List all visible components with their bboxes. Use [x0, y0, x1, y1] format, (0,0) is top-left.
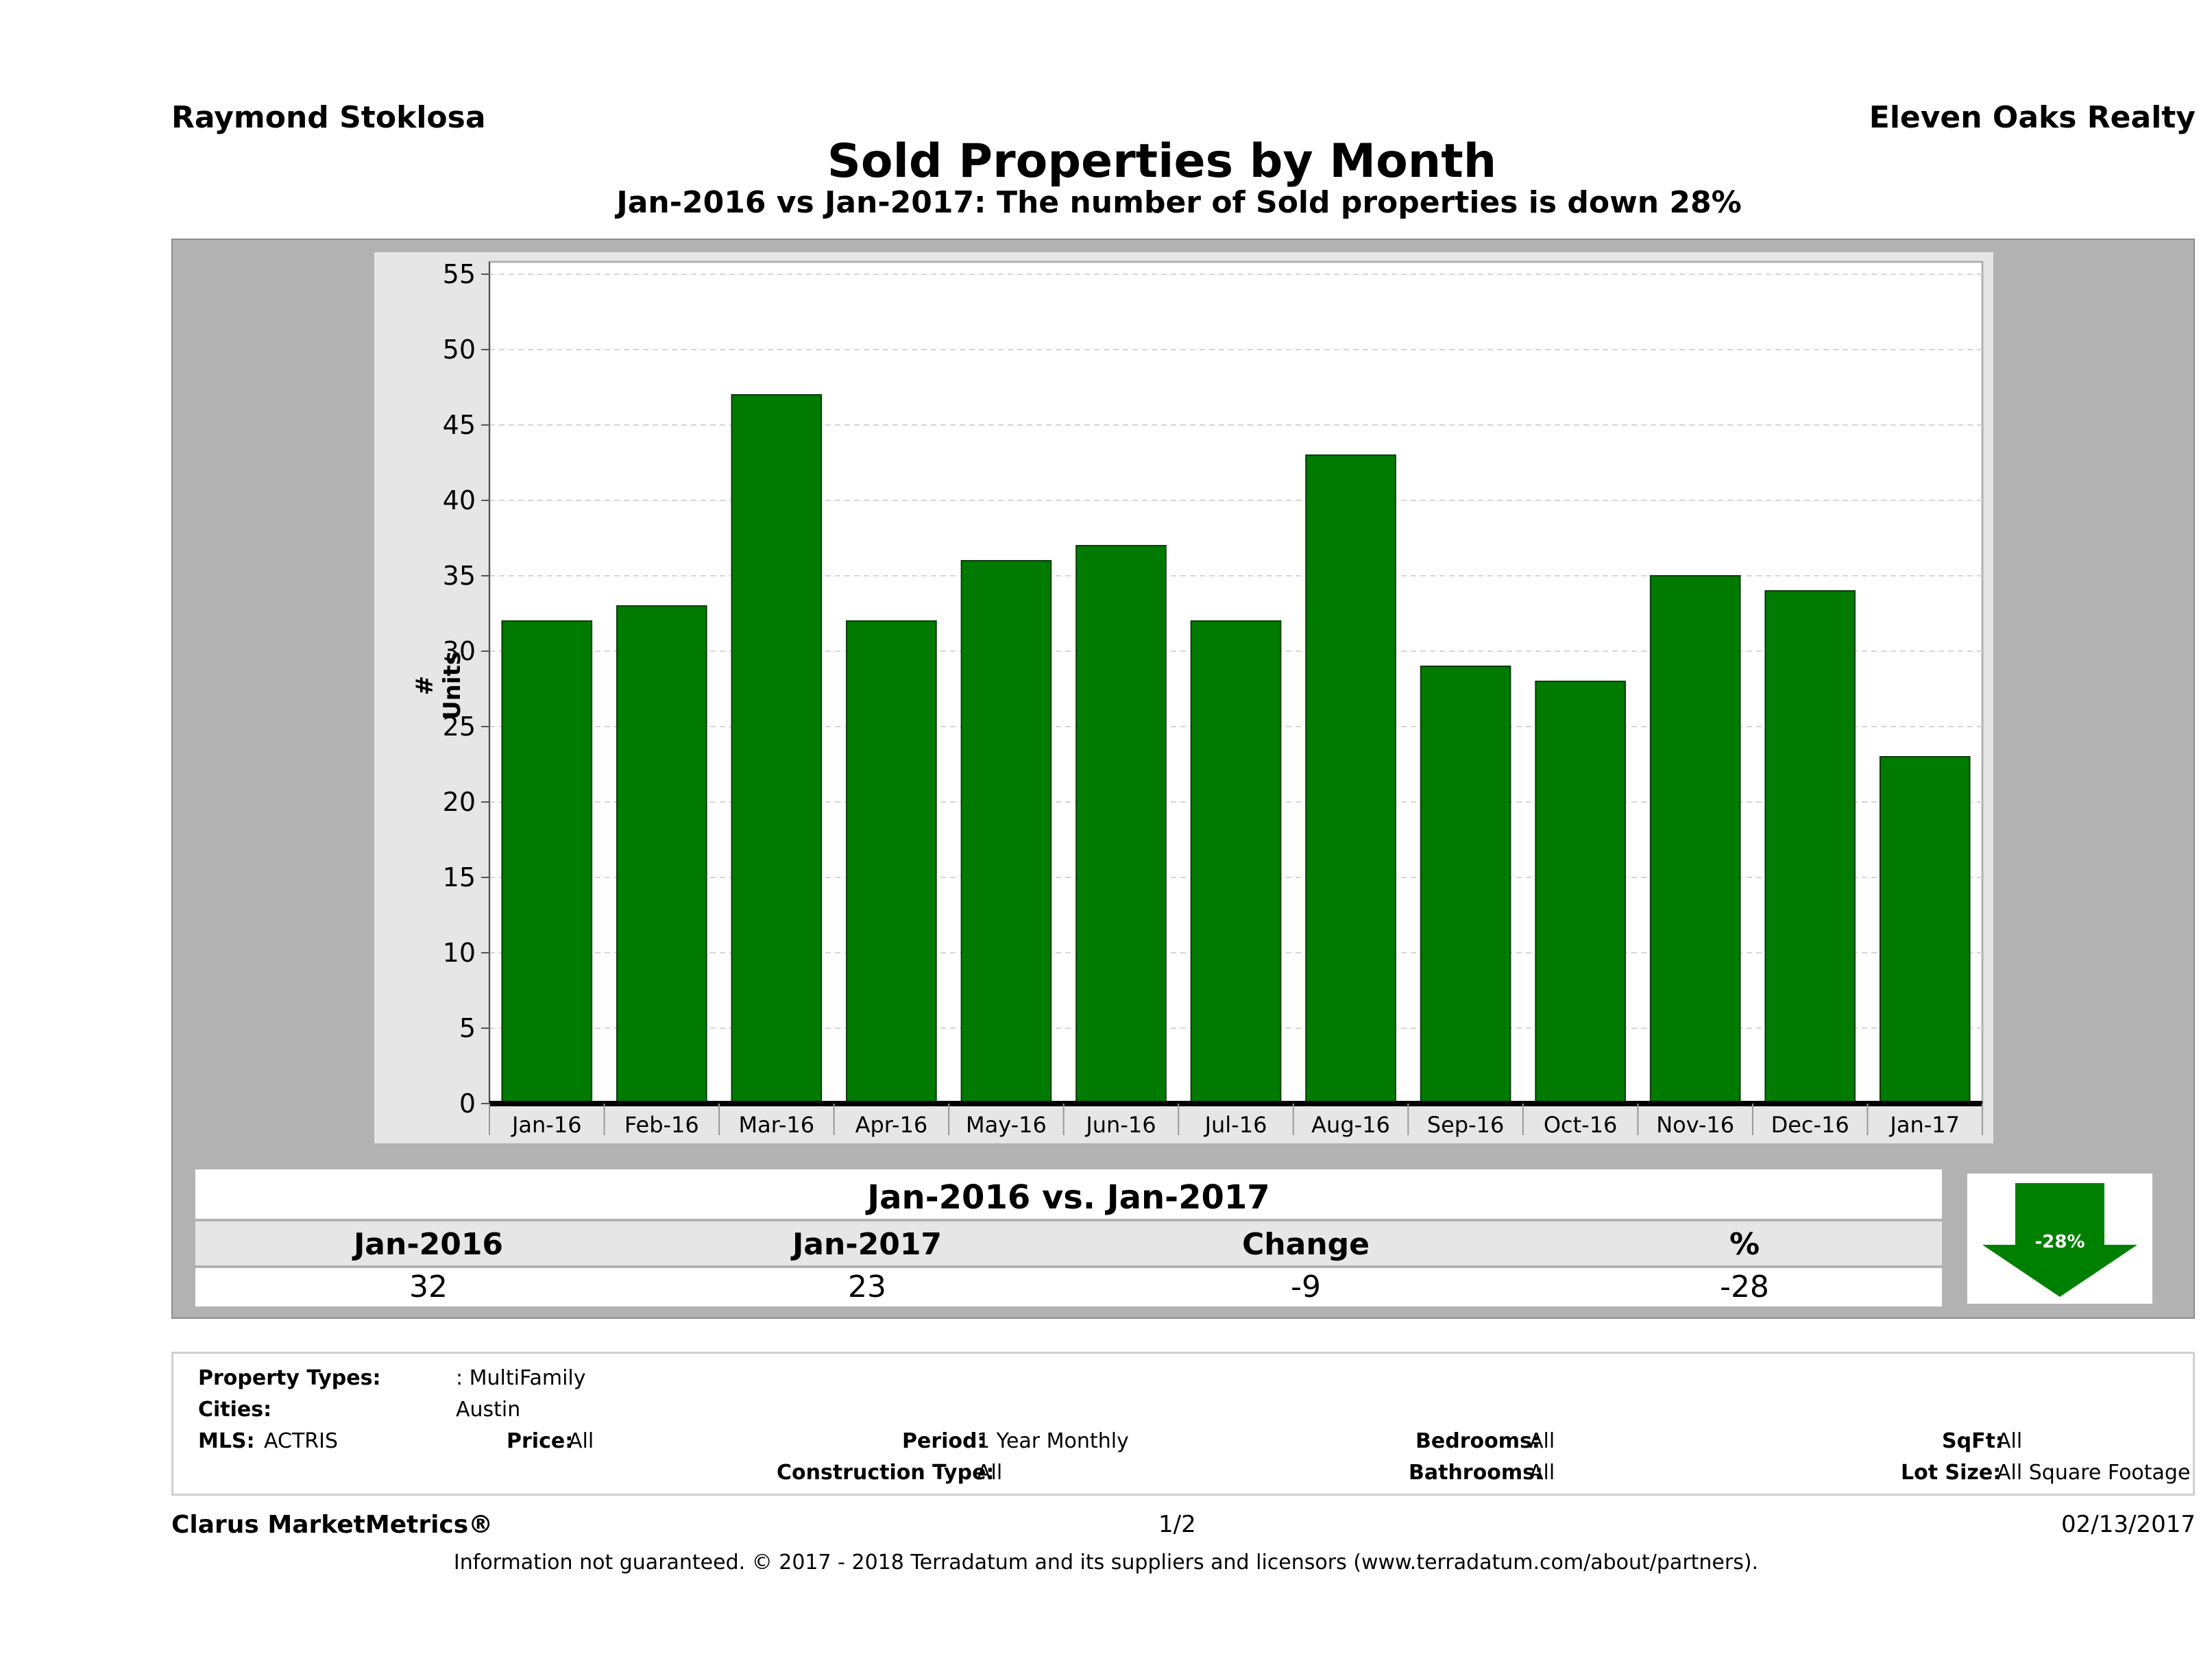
- bar: [1305, 454, 1396, 1104]
- y-tick-label: 20: [443, 787, 476, 817]
- y-tick-label: 10: [443, 938, 476, 968]
- y-axis-label: # Units: [411, 651, 466, 720]
- property-types-label: Property Types:: [198, 1366, 381, 1390]
- x-tick-label: Jul-16: [1204, 1112, 1267, 1138]
- bar-chart: 0 5 10 15 20 25 30 35 40 45 50 55 Jan-16 Feb-16 Mar-16…: [443, 259, 1984, 1138]
- price-value: All: [568, 1429, 594, 1453]
- report-date: 02/13/2017: [2061, 1511, 2196, 1538]
- y-tick-label: 50: [443, 335, 476, 365]
- x-tick-label: Sep-16: [1427, 1112, 1505, 1138]
- lot-size-value: All Square Footage: [1997, 1461, 2191, 1485]
- x-tick-label: Aug-16: [1311, 1112, 1390, 1138]
- down-arrow-icon: -28%: [1982, 1183, 2137, 1297]
- period-label: Period:: [902, 1429, 986, 1453]
- bedrooms-value: All: [1529, 1429, 1555, 1453]
- bar: [501, 620, 593, 1104]
- cities-value: Austin: [456, 1398, 521, 1422]
- sqft-label: SqFt:: [1942, 1429, 2004, 1453]
- bar: [1075, 545, 1167, 1104]
- period-value: 1 Year Monthly: [977, 1429, 1129, 1453]
- y-tick-label: 40: [443, 485, 476, 515]
- brokerage-name: Eleven Oaks Realty: [1869, 100, 2196, 135]
- footer-brand: Clarus MarketMetrics®: [171, 1511, 494, 1539]
- y-tick-label: 30: [443, 636, 476, 666]
- mls-label: MLS:: [198, 1429, 255, 1453]
- construction-type-value: All: [977, 1461, 1003, 1485]
- x-tick-label: May-16: [966, 1112, 1047, 1138]
- lot-size-label: Lot Size:: [1901, 1461, 2002, 1485]
- y-tick-label: 55: [443, 259, 476, 289]
- bar: [1764, 590, 1856, 1104]
- y-tick-label: 25: [443, 712, 476, 742]
- summary-table: Jan-2016 vs. Jan-2017 Jan-2016 Jan-2017 …: [182, 1169, 1945, 1306]
- summary-value-jan2017: 23: [848, 1269, 886, 1304]
- bar: [1190, 620, 1282, 1104]
- bathrooms-value: All: [1529, 1461, 1555, 1485]
- x-tick-label: Jan-16: [511, 1112, 582, 1138]
- bar: [1879, 756, 1971, 1104]
- disclaimer: Information not guaranteed. © 2017 - 201…: [453, 1551, 1759, 1574]
- bathrooms-label: Bathrooms:: [1409, 1461, 1543, 1485]
- mls-value: ACTRIS: [264, 1429, 339, 1453]
- bar: [1649, 575, 1741, 1104]
- x-tick-label: Feb-16: [624, 1112, 699, 1138]
- filter-panel: Property Types: : MultiFamily Cities: Au…: [171, 1352, 2195, 1496]
- x-tick-label: Apr-16: [855, 1112, 928, 1138]
- summary-value-row: 32 23 -9 -28: [195, 1268, 1942, 1306]
- summary-value-percent: -28: [1720, 1269, 1769, 1304]
- bar: [616, 605, 707, 1104]
- y-tick-label: 5: [459, 1013, 476, 1043]
- x-tick-label: Oct-16: [1544, 1112, 1618, 1138]
- page-number: 1/2: [1158, 1511, 1196, 1538]
- x-tick-label: Dec-16: [1771, 1112, 1849, 1138]
- y-tick-label: 15: [443, 862, 476, 892]
- summary-col-jan2016: Jan-2016: [353, 1227, 504, 1262]
- y-tick-label: 45: [443, 410, 476, 440]
- summary-col-change: Change: [1242, 1227, 1370, 1262]
- summary-col-percent: %: [1729, 1227, 1760, 1262]
- summary-col-jan2017: Jan-2017: [792, 1227, 943, 1262]
- summary-value-jan2016: 32: [409, 1269, 448, 1304]
- x-tick-label: Jan-17: [1888, 1112, 1960, 1138]
- summary-value-change: -9: [1291, 1269, 1321, 1304]
- bar: [731, 394, 823, 1104]
- y-tick-label: 35: [443, 561, 476, 591]
- x-tick-label: Jun-16: [1084, 1112, 1156, 1138]
- bar: [846, 620, 937, 1104]
- bar: [1535, 681, 1626, 1104]
- cities-label: Cities:: [198, 1398, 272, 1422]
- report-title: Sold Properties by Month: [827, 134, 1497, 189]
- summary-heading: Jan-2016 vs. Jan-2017: [195, 1169, 1942, 1219]
- bar: [1420, 666, 1511, 1104]
- bar: [960, 560, 1052, 1104]
- price-label: Price:: [507, 1429, 574, 1453]
- agent-name: Raymond Stoklosa: [171, 100, 486, 135]
- change-badge: -28%: [1967, 1174, 2152, 1304]
- construction-type-label: Construction Type:: [777, 1461, 995, 1485]
- report-subtitle: Jan-2016 vs Jan-2017: The number of Sold…: [616, 185, 1742, 220]
- x-tick-label: Nov-16: [1656, 1112, 1734, 1138]
- change-badge-label: -28%: [2034, 1232, 2085, 1252]
- bedrooms-label: Bedrooms:: [1415, 1429, 1540, 1453]
- property-types-value: : MultiFamily: [456, 1366, 586, 1390]
- y-tick-label: 0: [459, 1089, 476, 1119]
- sqft-value: All: [1997, 1429, 2023, 1453]
- x-tick-label: Mar-16: [739, 1112, 815, 1138]
- summary-header-row: Jan-2016 Jan-2017 Change %: [195, 1221, 1942, 1265]
